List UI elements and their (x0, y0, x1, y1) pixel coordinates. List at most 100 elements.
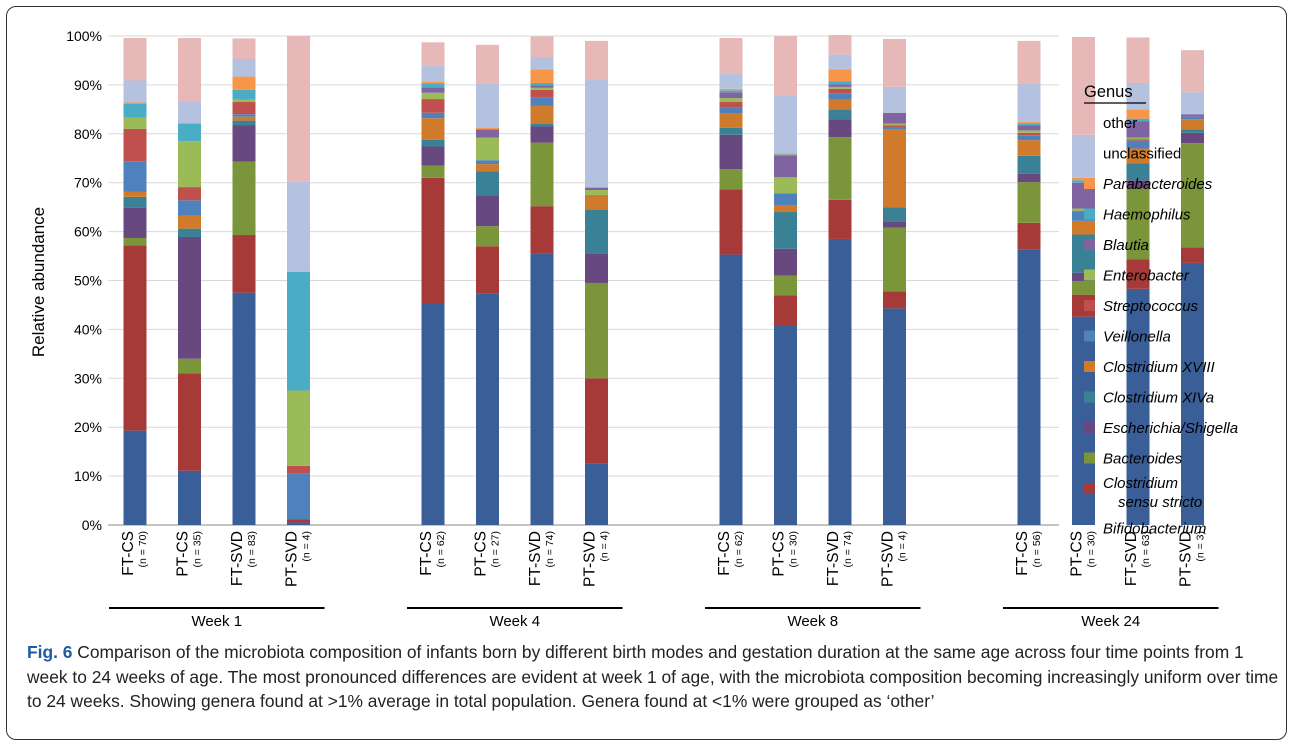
category-label: PT-SVD (582, 531, 599, 587)
legend-label: Streptococcus (1103, 298, 1199, 315)
bar-segment (1072, 272, 1095, 281)
legend-label: Clostridium (1103, 475, 1178, 492)
bar-segment (1072, 134, 1095, 178)
bar-segment (1017, 182, 1041, 223)
legend-label: Blautia (1103, 237, 1149, 254)
bar-segment (828, 99, 852, 110)
legend-label: Clostridium XVIII (1103, 359, 1215, 376)
bar-segment (774, 205, 797, 213)
bar-segment (719, 102, 743, 108)
y-tick-label: 50% (74, 273, 102, 289)
bar-segment (232, 58, 256, 77)
category-label: FT-CS (120, 531, 137, 576)
bar-segment (828, 86, 852, 89)
bar-segment (1126, 259, 1150, 289)
bar-stack (1126, 37, 1150, 525)
bar-segment (1072, 208, 1095, 212)
bar-segment (1126, 148, 1150, 164)
bar-segment (1126, 139, 1150, 141)
bar-stack (123, 37, 147, 525)
category-n-label: (n = 35) (192, 531, 204, 567)
bar-segment (178, 101, 201, 124)
bar-segment (530, 253, 554, 526)
bar-stack (421, 42, 445, 525)
bar-segment (883, 221, 906, 228)
week-group-labels: Week 1 Week 4 Week 8 Week 24 (109, 607, 1219, 630)
bar-segment (1017, 135, 1041, 141)
bar-segment (232, 116, 256, 121)
bar-segment (1017, 155, 1041, 174)
bar-segment (719, 113, 743, 128)
category-label: FT-SVD (825, 531, 842, 586)
category-n-label: (n = 83) (246, 531, 258, 567)
bar-segment (530, 105, 554, 125)
bar-segment (1181, 92, 1204, 115)
bar-segment (828, 199, 852, 239)
bar-segment (123, 430, 147, 525)
bar-segment (719, 169, 743, 190)
bar-segment (530, 206, 554, 254)
bar-segment (530, 87, 554, 90)
bar-segment (421, 165, 445, 178)
legend-swatch (1084, 391, 1095, 403)
bar-segment (828, 81, 852, 85)
bar-segment (476, 127, 499, 130)
bar-segment (287, 519, 310, 523)
bar-segment (585, 253, 608, 283)
week-group-label: Week 4 (489, 613, 540, 630)
bar-segment (1126, 137, 1150, 140)
bar-segment (1126, 163, 1150, 181)
bar-segment (421, 99, 445, 113)
bar-segment (178, 141, 201, 188)
bar-segment (530, 82, 554, 86)
bar-segment (476, 44, 499, 84)
legend-label: Bifidobacterium (1103, 521, 1206, 538)
bar-stack (530, 36, 554, 526)
bar-segment (585, 282, 608, 379)
category-label: FT-SVD (527, 531, 544, 586)
legend-label: other (1103, 115, 1137, 132)
bar-segment (585, 463, 608, 525)
stacked-bar-chart: 0% 10% 20% 30% 40% 50% 60% 70% 80% 90% 100% Relati… (29, 28, 1238, 630)
bar-stack (883, 38, 906, 525)
legend-swatch (1084, 361, 1095, 372)
category-n-label: (n = 4) (897, 531, 909, 562)
bar-segment (1126, 37, 1150, 83)
bar-segment (828, 137, 852, 200)
bar-segment (232, 38, 256, 59)
bar-segment (883, 112, 906, 124)
bar-segment (774, 155, 797, 178)
bar-stack (1072, 36, 1095, 525)
bar-segment (421, 112, 445, 119)
category-n-label: (n = 63) (1140, 531, 1152, 567)
bar-segment (530, 57, 554, 70)
bar-segment (476, 293, 499, 525)
bar-segment (232, 102, 256, 115)
week-group-label: Week 8 (787, 613, 838, 630)
bar-segment (719, 107, 743, 114)
legend-swatch (1084, 513, 1095, 525)
category-label: PT-CS (1069, 531, 1086, 577)
bar-segment (178, 200, 201, 216)
bar-segment (476, 160, 499, 165)
bar-segment (1017, 123, 1041, 126)
legend-swatch (1084, 452, 1095, 464)
bar-segment (232, 125, 256, 162)
bar-segment (421, 87, 445, 93)
legend-swatch (1084, 483, 1095, 494)
bar-segment (421, 42, 445, 66)
bar-segment (883, 129, 906, 208)
bar-segment (1181, 262, 1204, 525)
bar-segment (1017, 132, 1041, 136)
legend-swatch (1084, 300, 1095, 311)
bar-segment (585, 378, 608, 464)
bar-segment (719, 92, 743, 99)
category-n-label: (n = 4) (599, 531, 611, 562)
legend-label-continued: sensu stricto (1118, 494, 1202, 511)
bar-segment (232, 161, 256, 236)
bar-segment (1017, 125, 1041, 131)
y-axis-tick-labels: 0% 10% 20% 30% 40% 50% 60% 70% 80% 90% 100% (66, 28, 102, 533)
category-label: PT-CS (473, 531, 490, 577)
bar-segment (123, 196, 147, 208)
bar-segment (1126, 118, 1150, 122)
